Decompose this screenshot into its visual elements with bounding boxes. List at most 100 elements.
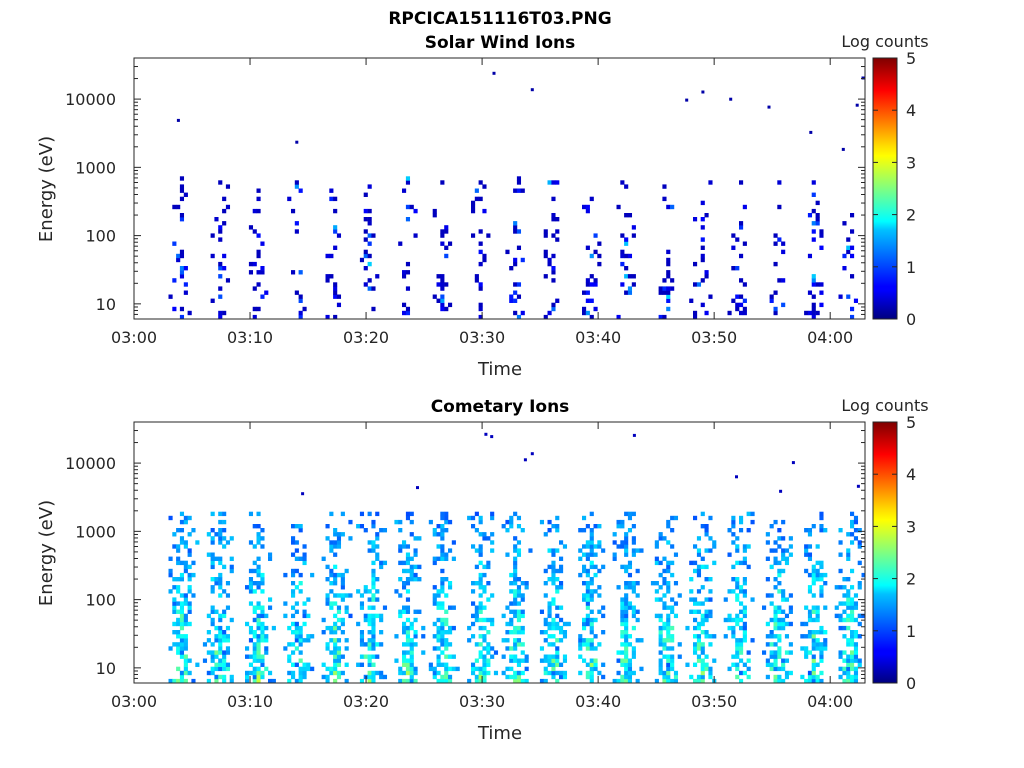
spectrogram-cell [371,519,376,525]
spectrogram-cell [440,241,445,246]
spectrogram-cell [371,662,376,667]
spectrogram-cell [624,237,629,242]
spectrogram-cell [245,585,250,590]
spectrogram-cell [807,253,813,259]
spectrogram-cell [807,585,813,590]
spectrogram-cell [333,572,338,578]
spectrogram-cell [513,548,518,553]
spectrogram-cell [478,678,483,683]
spectrogram-cell [693,282,698,287]
spectrogram-cell [302,560,307,566]
spectrogram-cell [509,515,514,521]
spectrogram-cell [260,621,265,627]
spectrogram-cell [846,625,851,631]
spectrogram-cell [210,666,215,672]
spectrogram-cell [700,564,705,570]
spectrogram-cell [218,274,223,279]
spectrogram-cell [689,597,694,602]
spectrogram-cell [819,302,824,308]
spectrogram-cell [172,577,177,582]
spectrogram-cell [306,662,311,667]
spectrogram-cell [490,540,495,545]
spectrogram-cell [413,678,418,683]
spectrogram-cell [543,249,548,255]
spectrogram-cell [693,617,698,623]
spectrogram-cell [493,670,499,676]
spectrogram-cell [471,634,476,639]
spectrogram-cell [509,666,514,672]
spectrogram-cell [670,544,675,549]
spectrogram-cell [172,532,177,537]
spectrogram-cell [704,597,709,602]
spectrogram-cell [857,544,862,549]
spectrogram-cell [735,666,740,672]
spectrogram-cell [739,670,744,676]
spectrogram-cell [727,625,732,631]
spectrogram-cell [662,605,667,610]
spectrogram-cell [474,613,479,619]
spectrogram-cell [635,568,640,574]
spectrogram-cell [291,568,296,574]
spectrogram-cell [739,310,744,316]
spectrogram-cell [513,290,518,295]
spectrogram-cell [627,666,633,672]
spectrogram-cell [493,650,499,655]
spectrogram-cell [624,670,629,676]
spectrogram-cell [654,556,659,561]
spectrogram-cell [582,658,587,663]
spectrogram-cell [344,662,349,667]
spectrogram-cell [432,634,437,639]
spectrogram-cell [371,638,376,643]
spectrogram-cell [620,617,625,623]
spectrogram-cell [179,642,185,647]
spectrogram-cell [248,581,254,586]
spectrogram-cell [819,511,824,517]
spectrogram-cell [474,605,479,610]
spectrogram-cell [551,621,556,627]
spectrogram-cell [333,577,338,582]
spectrogram-cell [708,589,713,594]
spectrogram-cell [405,642,411,647]
spectrogram-cell [206,650,211,655]
spectrogram-cell [578,556,583,561]
spectrogram-cell [593,572,598,578]
spectrogram-cell [551,560,556,566]
spectrogram-cell [516,548,522,553]
spectrogram-cell [696,552,702,557]
spectrogram-cell [298,630,303,635]
spectrogram-cell [773,548,778,553]
spectrogram-cell [505,552,510,557]
spectrogram-cell [624,662,629,667]
spectrogram-cell [781,241,786,246]
spectrogram-cell [187,621,192,627]
spectrogram-cell [413,208,418,214]
spectrogram-cell [298,670,303,676]
spectrogram-cell [444,282,449,287]
spectrogram-cell [670,278,675,283]
spectrogram-cell [214,654,219,659]
spectrogram-cell [662,670,667,676]
spectrogram-cell [248,225,254,230]
spectrogram-cell [436,658,441,663]
spectrogram-cell [620,658,625,663]
cometary-panel: Cometary Ions 03:00 03:10 03:20 03:30 03:40 0… [36,396,929,744]
spectrogram-cell [214,217,219,222]
spectrogram-cell [547,613,552,619]
spectrogram-cell [440,282,445,287]
spectrogram-cell [631,625,636,631]
spectrogram-cell [708,536,713,541]
spectrogram-cell [210,642,215,647]
x-tick-label: 03:00 [111,328,157,347]
sparse-count-point [841,147,845,151]
spectrogram-cell [440,511,445,517]
spectrogram-cell [516,229,522,234]
x-tick-label: 04:00 [807,692,853,711]
spectrogram-cell [853,617,859,623]
spectrogram-cell [555,670,560,676]
spectrogram-cell [222,519,227,525]
spectrogram-cell [432,208,437,214]
spectrogram-cell [183,266,188,271]
spectrogram-cell [559,556,564,561]
spectrogram-cell [225,650,231,655]
spectrogram-cell [662,581,667,586]
